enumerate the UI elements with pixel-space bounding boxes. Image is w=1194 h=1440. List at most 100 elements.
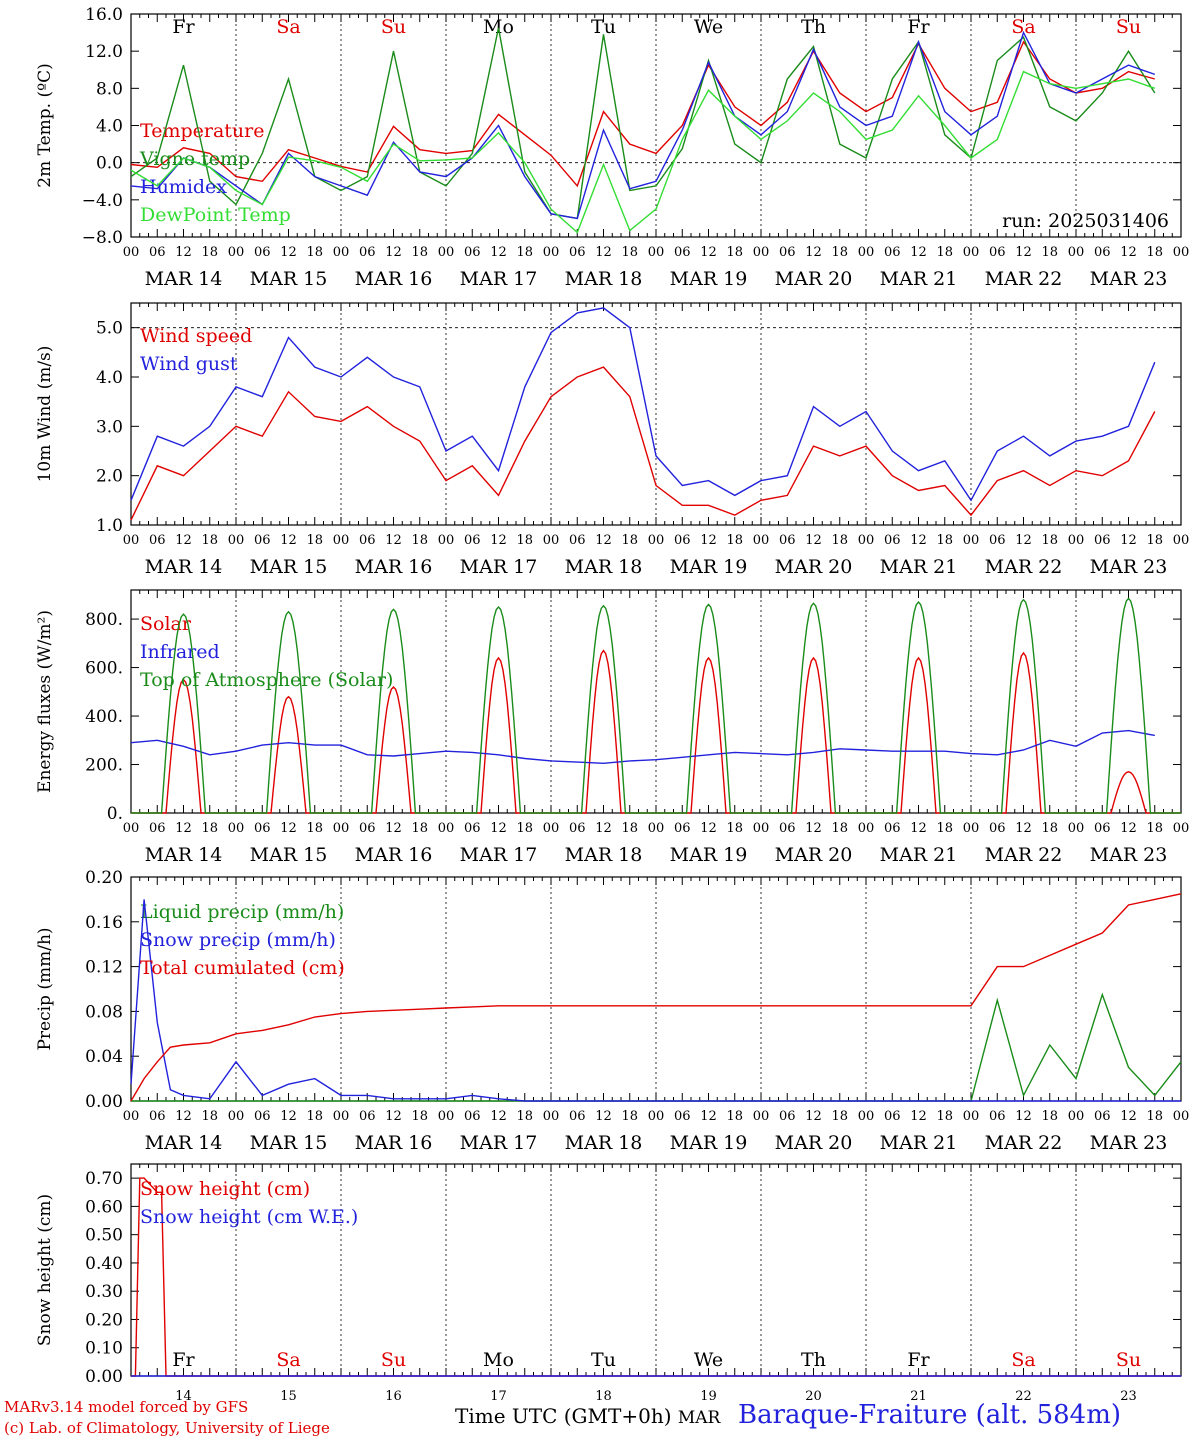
- legend-entry: Top of Atmosphere (Solar): [140, 669, 393, 691]
- x-hour-label: 00: [753, 533, 770, 548]
- x-day-label: MAR 22: [985, 844, 1063, 866]
- x-day-label: MAR 20: [775, 268, 853, 290]
- x-hour-label: 00: [753, 245, 770, 260]
- x-hour-label: 18: [411, 533, 428, 548]
- x-day-label: MAR 17: [460, 844, 538, 866]
- x-day-label: MAR 14: [145, 1132, 223, 1154]
- x-hour-label: 12: [595, 245, 612, 260]
- x-hour-label: 18: [306, 533, 323, 548]
- x-hour-label: 18: [201, 533, 218, 548]
- y-axis-label: 10m Wind (m/s): [35, 346, 55, 483]
- y-tick-label: −8.0: [82, 228, 123, 248]
- weekday-label: Su: [381, 16, 406, 38]
- series-line-infrared: [130, 729, 1155, 765]
- x-day-number: 15: [280, 1389, 297, 1404]
- x-hour-label: 06: [254, 821, 271, 836]
- x-hour-label: 12: [175, 1109, 192, 1124]
- weekday-label: Fr: [907, 16, 930, 38]
- x-hour-label: 06: [674, 245, 691, 260]
- x-hour-label: 00: [438, 245, 455, 260]
- x-day-label: MAR 19: [670, 844, 748, 866]
- x-hour-label: 18: [936, 1109, 953, 1124]
- x-hour-label: 12: [175, 533, 192, 548]
- x-day-label: MAR 21: [880, 844, 958, 866]
- x-hour-label: 00: [963, 821, 980, 836]
- x-hour-label: 12: [805, 821, 822, 836]
- x-hour-label: 18: [1146, 1109, 1163, 1124]
- x-hour-label: 06: [569, 245, 586, 260]
- x-hour-label: 06: [989, 245, 1006, 260]
- series-line-total-cumulated-cm-: [130, 893, 1182, 1102]
- x-hour-label: 18: [411, 821, 428, 836]
- x-day-label: MAR 20: [775, 556, 853, 578]
- x-day-label: MAR 15: [250, 556, 328, 578]
- x-hour-label: 06: [674, 1109, 691, 1124]
- x-day-label: MAR 21: [880, 268, 958, 290]
- x-day-label: MAR 20: [775, 1132, 853, 1154]
- y-tick-label: 0.30: [85, 1282, 123, 1302]
- x-day-label: MAR 19: [670, 268, 748, 290]
- x-hour-label: 06: [674, 533, 691, 548]
- weekday-label: Fr: [172, 16, 195, 38]
- series-line-top-of-atmosphere-solar-: [131, 597, 1181, 814]
- series-line-snow-precip-mm-h-: [130, 899, 1181, 1102]
- run-label: run: 2025031406: [1002, 210, 1169, 232]
- x-hour-label: 18: [1041, 1109, 1058, 1124]
- x-hour-label: 00: [1173, 245, 1190, 260]
- x-hour-label: 00: [1068, 245, 1085, 260]
- x-hour-label: 00: [1068, 533, 1085, 548]
- x-hour-label: 12: [910, 245, 927, 260]
- y-tick-label: 800.: [85, 610, 123, 630]
- legend-entry: Snow height (cm W.E.): [140, 1206, 358, 1228]
- x-day-label: MAR 18: [565, 1132, 643, 1154]
- x-day-number: 23: [1120, 1389, 1137, 1404]
- x-hour-label: 12: [1015, 245, 1032, 260]
- x-hour-label: 06: [359, 821, 376, 836]
- x-hour-label: 06: [779, 245, 796, 260]
- x-hour-label: 00: [1173, 821, 1190, 836]
- y-tick-label: 0.70: [85, 1169, 123, 1189]
- legend-entry: DewPoint Temp: [140, 204, 291, 226]
- weekday-label: Th: [801, 1349, 826, 1371]
- x-hour-label: 18: [306, 245, 323, 260]
- weekday-label: Sa: [1011, 1349, 1035, 1371]
- x-hour-label: 12: [280, 1109, 297, 1124]
- x-hour-label: 18: [831, 533, 848, 548]
- x-hour-label: 12: [490, 245, 507, 260]
- x-hour-label: 06: [254, 245, 271, 260]
- x-hour-label: 18: [516, 1109, 533, 1124]
- x-hour-label: 00: [648, 821, 665, 836]
- x-hour-label: 06: [1094, 821, 1111, 836]
- x-hour-label: 12: [1120, 821, 1137, 836]
- x-hour-label: 18: [726, 245, 743, 260]
- y-tick-label: 0.00: [85, 1367, 123, 1387]
- x-day-number: 19: [700, 1389, 717, 1404]
- x-day-label: MAR 17: [460, 556, 538, 578]
- x-hour-label: 00: [753, 1109, 770, 1124]
- x-hour-label: 00: [438, 1109, 455, 1124]
- x-hour-label: 06: [1094, 533, 1111, 548]
- x-day-number: 20: [805, 1389, 822, 1404]
- y-tick-label: 0.16: [85, 913, 123, 933]
- x-hour-label: 00: [543, 1109, 560, 1124]
- x-hour-label: 12: [1120, 1109, 1137, 1124]
- x-hour-label: 18: [411, 1109, 428, 1124]
- x-hour-label: 00: [438, 533, 455, 548]
- x-hour-label: 00: [123, 533, 140, 548]
- x-hour-label: 00: [543, 533, 560, 548]
- x-hour-label: 18: [1146, 821, 1163, 836]
- x-day-label: MAR 17: [460, 268, 538, 290]
- x-hour-label: 18: [831, 821, 848, 836]
- x-hour-label: 00: [228, 533, 245, 548]
- x-hour-label: 06: [884, 821, 901, 836]
- x-hour-label: 12: [805, 245, 822, 260]
- x-hour-label: 12: [595, 821, 612, 836]
- x-hour-label: 00: [123, 1109, 140, 1124]
- x-hour-label: 18: [516, 245, 533, 260]
- x-day-label: MAR 14: [145, 556, 223, 578]
- x-hour-label: 12: [595, 533, 612, 548]
- x-hour-label: 12: [1015, 821, 1032, 836]
- series-line-humidex: [130, 30, 1156, 220]
- x-hour-label: 06: [359, 1109, 376, 1124]
- x-hour-label: 00: [333, 533, 350, 548]
